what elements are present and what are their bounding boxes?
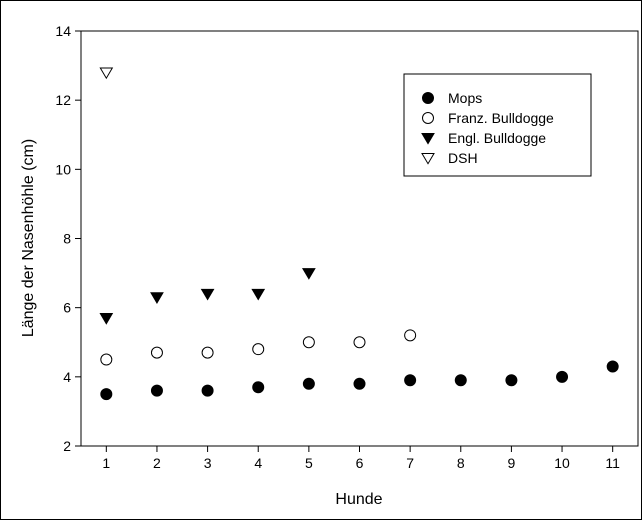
- y-tick-label: 14: [55, 23, 71, 39]
- legend-marker: [421, 153, 435, 165]
- legend-label: DSH: [448, 150, 478, 166]
- legend-label: Mops: [448, 90, 482, 106]
- data-point: [302, 336, 315, 349]
- x-tick-label: 4: [254, 455, 262, 471]
- legend-marker: [422, 112, 434, 124]
- data-point: [301, 268, 316, 280]
- data-point: [252, 381, 265, 394]
- legend-label: Engl. Bulldogge: [448, 130, 546, 146]
- y-tick-label: 8: [63, 231, 71, 247]
- data-point: [201, 384, 214, 397]
- data-point: [252, 343, 265, 356]
- x-tick-label: 9: [508, 455, 516, 471]
- y-tick-label: 2: [63, 438, 71, 454]
- legend-label: Franz. Bulldogge: [448, 110, 554, 126]
- data-point: [100, 388, 113, 401]
- legend-marker: [422, 92, 434, 104]
- legend: Mops Franz. Bulldogge Engl. Bulldogge DSH: [403, 73, 592, 177]
- data-point: [505, 374, 518, 387]
- x-tick-label: 2: [153, 455, 161, 471]
- x-tick-label: 8: [457, 455, 465, 471]
- data-point: [150, 384, 163, 397]
- series-3: [99, 67, 114, 80]
- series-1: [100, 329, 417, 366]
- legend-marker: [421, 133, 435, 145]
- series-0: [100, 360, 619, 401]
- x-tick-label: 1: [102, 455, 110, 471]
- data-point: [150, 346, 163, 359]
- y-tick-label: 6: [63, 300, 71, 316]
- x-tick-label: 7: [406, 455, 414, 471]
- data-point: [606, 360, 619, 373]
- data-point: [302, 377, 315, 390]
- x-axis-ticks: 1 2 3 4 5 6 7 8 9 10 11: [102, 446, 620, 471]
- x-tick-label: 3: [204, 455, 212, 471]
- x-axis-label: Hunde: [335, 491, 382, 508]
- x-tick-label: 10: [554, 455, 570, 471]
- y-axis-label: Länge der Nasenhöhle (cm): [20, 139, 37, 337]
- data-point: [99, 313, 114, 325]
- y-tick-label: 10: [55, 161, 71, 177]
- data-point: [353, 336, 366, 349]
- y-tick-label: 4: [63, 369, 71, 385]
- data-point: [404, 374, 417, 387]
- x-tick-label: 6: [356, 455, 364, 471]
- data-point: [99, 67, 114, 80]
- series-2: [99, 268, 316, 325]
- data-point: [454, 374, 467, 387]
- data-point: [200, 288, 215, 301]
- x-tick-label: 11: [605, 455, 620, 471]
- data-points: [99, 67, 619, 401]
- x-tick-label: 5: [305, 455, 313, 471]
- data-point: [556, 370, 569, 383]
- data-point: [353, 377, 366, 390]
- legend-box: [403, 73, 592, 177]
- data-point: [201, 346, 214, 359]
- data-point: [100, 353, 113, 366]
- data-point: [150, 292, 164, 304]
- y-tick-label: 12: [55, 92, 71, 108]
- data-point: [251, 288, 266, 301]
- y-axis-ticks: 2 4 6 8 10 12 14: [55, 23, 81, 454]
- data-point: [404, 329, 417, 342]
